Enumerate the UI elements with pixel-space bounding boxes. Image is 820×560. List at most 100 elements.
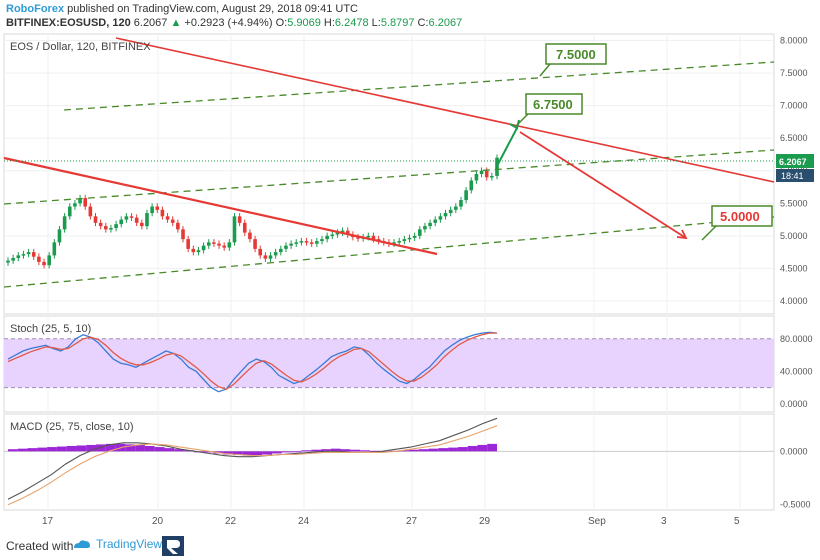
price-pane[interactable] — [3, 33, 775, 315]
price-tick-label: 4.5000 — [780, 263, 808, 273]
candle-body — [428, 222, 432, 227]
candle-body — [124, 216, 129, 220]
macd-histogram-bar — [56, 446, 67, 452]
high-label: H: — [323, 17, 335, 29]
candle-body — [402, 239, 407, 242]
callout-7-5000[interactable]: 7.5000 — [539, 43, 607, 77]
candle-body — [448, 209, 453, 214]
candle-body — [57, 229, 62, 243]
candle-body — [423, 226, 427, 230]
macd-histogram-bar — [17, 448, 28, 452]
macd-histogram-bar — [154, 447, 165, 452]
macd-histogram-bar — [242, 451, 253, 456]
grid-lines — [4, 34, 774, 510]
candle-body — [490, 175, 494, 178]
candle-body — [217, 243, 221, 246]
low-label: L: — [371, 17, 381, 29]
candle-body — [145, 213, 149, 227]
callout-7-5000-text: 7.5000 — [556, 47, 596, 62]
candle-body — [11, 258, 15, 261]
channel-line — [3, 149, 775, 205]
macd-pane-title: MACD (25, 75, close, 10) — [10, 421, 134, 433]
published-text: published on TradingView.com, August 29,… — [67, 3, 359, 15]
candle-body — [88, 206, 93, 217]
macd-histogram-bar — [448, 447, 458, 452]
macd-tick-label: -0.5000 — [780, 500, 811, 510]
macd-layer — [4, 417, 774, 506]
footer: Created with TradingView — [0, 532, 820, 560]
symbol-label: BITFINEX:EOSUSD, 120 — [6, 17, 131, 29]
x-tick-label: Sep — [588, 516, 606, 527]
candle-body — [356, 237, 360, 239]
author-name[interactable]: RoboForex — [6, 3, 65, 15]
candle-body — [31, 252, 36, 257]
macd-histogram-bar — [47, 447, 57, 452]
candle-body — [191, 248, 196, 253]
candle-body — [474, 174, 479, 181]
macd-histogram-bar — [399, 450, 409, 452]
x-tick-label: 29 — [479, 516, 491, 527]
chart-canvas[interactable]: 8.00007.50007.00006.50006.00005.50005.00… — [0, 32, 820, 532]
macd-histogram-bar — [408, 449, 419, 452]
open-label: O: — [275, 17, 288, 29]
callout-5-0000[interactable]: 5.0000 — [701, 205, 773, 241]
candle-body — [129, 216, 134, 218]
candle-body — [16, 255, 21, 258]
callout-6-7500-text: 6.7500 — [533, 97, 573, 112]
macd-histogram-bar — [281, 451, 292, 453]
stoch-tick-label: 40.0000 — [780, 366, 813, 376]
x-tick-label: 24 — [298, 516, 310, 527]
candle-body — [237, 216, 242, 223]
macd-histogram-bar — [8, 449, 18, 452]
macd-histogram-bar — [105, 443, 116, 452]
stoch-tick-label: 0.0000 — [780, 399, 808, 409]
candle-body — [495, 157, 499, 176]
stoch-layer — [4, 331, 774, 393]
macd-histogram-bar — [467, 446, 478, 452]
macd-histogram-bar — [457, 447, 468, 452]
candle-body — [268, 255, 273, 259]
price-tick-label: 7.5000 — [780, 68, 808, 78]
candle-body — [325, 235, 329, 240]
x-tick-label: 20 — [152, 516, 164, 527]
x-tick-label: 27 — [406, 516, 418, 527]
candle-body — [309, 242, 314, 244]
macd-histogram-bar — [76, 445, 87, 452]
created-with-label: Created with — [6, 539, 74, 553]
close-label: C: — [417, 17, 429, 29]
channel-line — [63, 61, 775, 111]
candle-body — [155, 206, 160, 210]
macd-histogram-bar — [360, 450, 370, 452]
low-value: 5.8797 — [380, 17, 415, 29]
arrow-down-head — [676, 229, 688, 240]
candle-body — [47, 255, 51, 266]
candle-body — [253, 239, 257, 249]
candle-body — [170, 219, 175, 223]
macd-histogram-bar — [66, 446, 77, 452]
trendline-lower — [3, 156, 438, 256]
macd-histogram-bar — [330, 448, 341, 452]
price-pane-title: EOS / Dollar, 120, BITFINEX — [10, 41, 151, 53]
x-tick-label: 17 — [42, 516, 54, 527]
candle-body — [417, 229, 422, 236]
last-price-tag — [776, 154, 814, 168]
candle-body — [150, 206, 154, 214]
x-tick-label: 5 — [734, 516, 740, 527]
candle-body — [335, 232, 340, 235]
candle-body — [366, 235, 371, 238]
candle-body — [315, 241, 319, 244]
callout-6-7500[interactable]: 6.7500 — [515, 93, 583, 127]
candle-body — [433, 219, 438, 223]
candle-body — [248, 232, 252, 240]
candle-body — [392, 242, 396, 244]
macd-histogram-bar — [350, 449, 361, 452]
price-tick-label: 7.0000 — [780, 101, 808, 111]
macd-histogram-bar — [144, 446, 155, 452]
macd-pane[interactable] — [3, 413, 775, 511]
candle-body — [397, 241, 401, 243]
candle-body — [258, 248, 263, 256]
tradingview-link[interactable]: TradingView — [72, 537, 162, 551]
candle-body — [83, 198, 88, 207]
close-value: 6.2067 — [428, 17, 463, 29]
macd-histogram-bar — [223, 451, 233, 455]
